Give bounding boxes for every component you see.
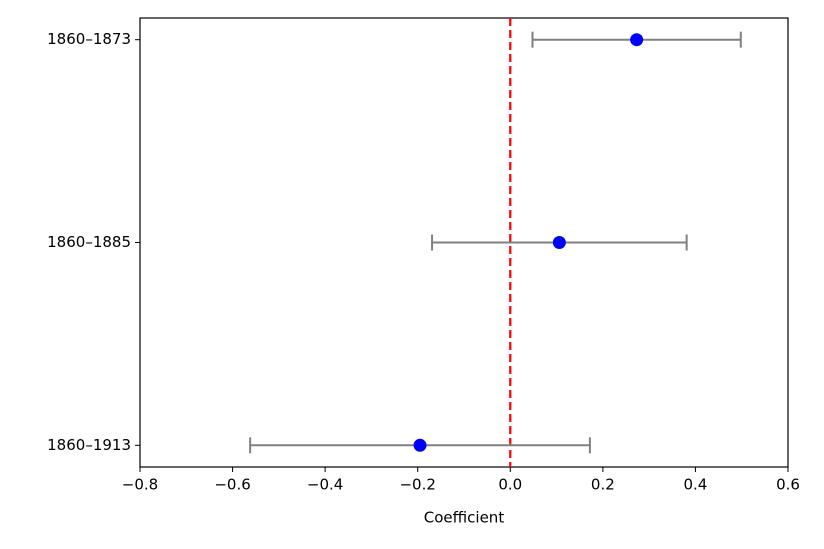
x-tick-label: 0.4 bbox=[683, 476, 707, 494]
y-tick-label: 1860–1913 bbox=[47, 436, 131, 454]
x-tick-label: −0.2 bbox=[399, 476, 435, 494]
x-tick-label: 0.6 bbox=[776, 476, 800, 494]
x-tick-label: −0.8 bbox=[122, 476, 158, 494]
point bbox=[413, 438, 427, 452]
point bbox=[552, 236, 566, 249]
x-tick-label: −0.6 bbox=[214, 476, 250, 494]
y-tick-label: 1860–1873 bbox=[47, 30, 131, 48]
x-tick-label: 0.0 bbox=[498, 476, 522, 494]
x-tick-label: −0.4 bbox=[307, 476, 343, 494]
x-axis-label: Coefficient bbox=[424, 509, 505, 527]
x-tick-label: 0.2 bbox=[591, 476, 615, 494]
y-tick-label: 1860–1885 bbox=[47, 233, 131, 251]
point bbox=[630, 33, 644, 47]
